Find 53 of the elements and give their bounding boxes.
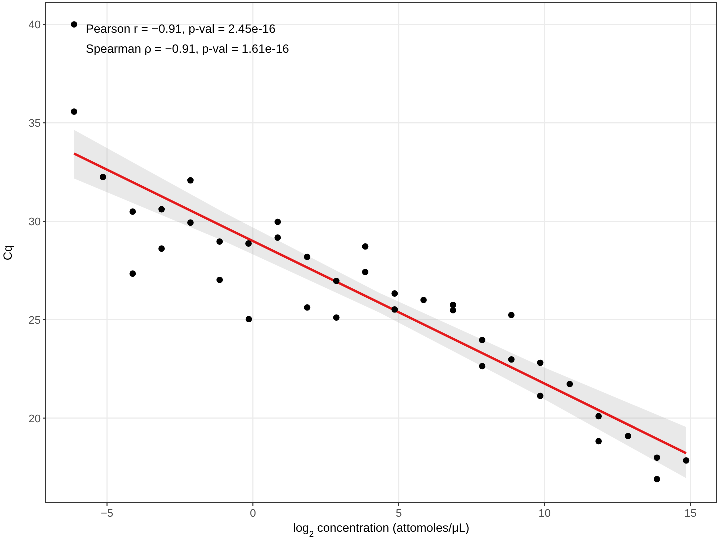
point xyxy=(71,108,78,116)
point xyxy=(130,270,136,278)
point xyxy=(566,381,574,388)
point xyxy=(537,360,544,366)
point xyxy=(596,413,602,420)
point xyxy=(537,392,544,400)
point xyxy=(392,290,398,297)
point xyxy=(188,177,194,184)
point xyxy=(304,254,311,260)
point xyxy=(274,218,282,226)
point xyxy=(362,269,369,276)
point xyxy=(654,454,660,462)
point xyxy=(100,174,106,180)
x-tick-label: 10 xyxy=(538,508,551,520)
point xyxy=(625,433,632,440)
x-tick-label: −5 xyxy=(100,508,114,520)
annotation: Spearman ρ = −0.91, p-val = 1.61e-16 xyxy=(86,42,290,56)
point xyxy=(450,302,456,308)
y-tick-label: 25 xyxy=(28,314,41,327)
point xyxy=(450,307,456,314)
point xyxy=(158,246,166,252)
point xyxy=(216,276,224,284)
point xyxy=(304,304,311,311)
x-tick-label: 15 xyxy=(684,508,697,520)
x-axis-title: log$_{2}$ concentration (attomoles/μL) xyxy=(293,521,470,538)
point xyxy=(246,240,252,247)
point xyxy=(333,314,340,321)
y-tick-label: 40 xyxy=(28,20,41,32)
point xyxy=(333,278,340,284)
point xyxy=(508,312,515,318)
annotation: Pearson r = −0.91, p-val = 2.45e-16 xyxy=(86,22,276,36)
point xyxy=(479,363,486,370)
x-tick-label: 0 xyxy=(250,508,256,520)
point xyxy=(71,21,78,28)
y-tick-label: 20 xyxy=(28,413,41,426)
point xyxy=(158,206,166,213)
y-tick-label: 35 xyxy=(28,118,41,130)
y-tick-label: 30 xyxy=(28,216,41,229)
y-axis-title: Cq xyxy=(1,245,15,261)
x-tick-label: 5 xyxy=(396,508,402,520)
point xyxy=(362,244,369,250)
point xyxy=(420,297,427,304)
point xyxy=(508,356,515,363)
point xyxy=(274,234,282,242)
point xyxy=(392,306,398,313)
point xyxy=(479,337,486,344)
point xyxy=(246,316,252,323)
point xyxy=(596,438,602,445)
point xyxy=(683,457,690,464)
point xyxy=(188,220,194,226)
point xyxy=(216,238,224,245)
point xyxy=(130,208,136,216)
point xyxy=(654,476,660,483)
